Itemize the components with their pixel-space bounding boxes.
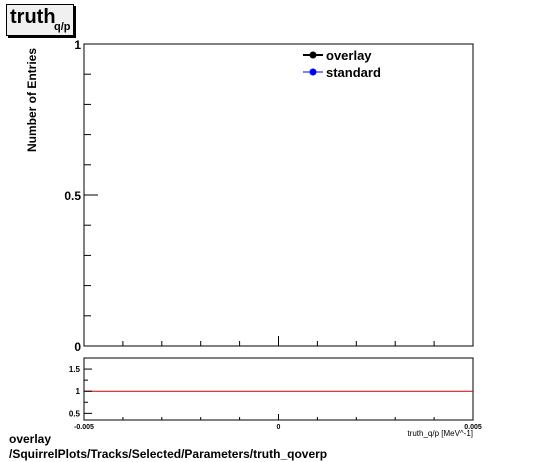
plot-title: truth [10, 6, 56, 28]
footer-path: /SquirrelPlots/Tracks/Selected/Parameter… [9, 447, 328, 461]
legend-label-overlay: overlay [326, 48, 372, 63]
plot-title-box: truth q/p [6, 4, 74, 36]
ratio-y-tick-label: 1.5 [69, 365, 81, 374]
ratio-x-tick-label: 0.005 [464, 424, 482, 431]
x-axis-title: truth_q/p [MeV^-1] [407, 429, 473, 438]
ratio-plot-frame [83, 357, 474, 421]
ratio-y-tick-label: 1 [76, 387, 81, 396]
plot-title-subscript: q/p [54, 21, 71, 33]
y-tick-label: 0 [74, 340, 81, 354]
y-tick-label: 1 [74, 38, 81, 52]
footer-label: overlay [9, 432, 52, 446]
ratio-y-tick-label: 0.5 [69, 409, 81, 418]
legend-marker-overlay [309, 51, 317, 59]
y-axis-title: Number of Entries [25, 48, 39, 152]
ratio-x-tick-label: -0.005 [74, 424, 94, 431]
y-tick-label: 0.5 [64, 189, 81, 203]
legend-marker-standard [309, 68, 317, 76]
legend-label-standard: standard [326, 65, 381, 80]
main-plot-frame [83, 43, 474, 347]
ratio-x-tick-label: 0 [277, 424, 281, 431]
main-plot: 0 0.5 1 Number of Entries overlay standard [25, 38, 474, 354]
